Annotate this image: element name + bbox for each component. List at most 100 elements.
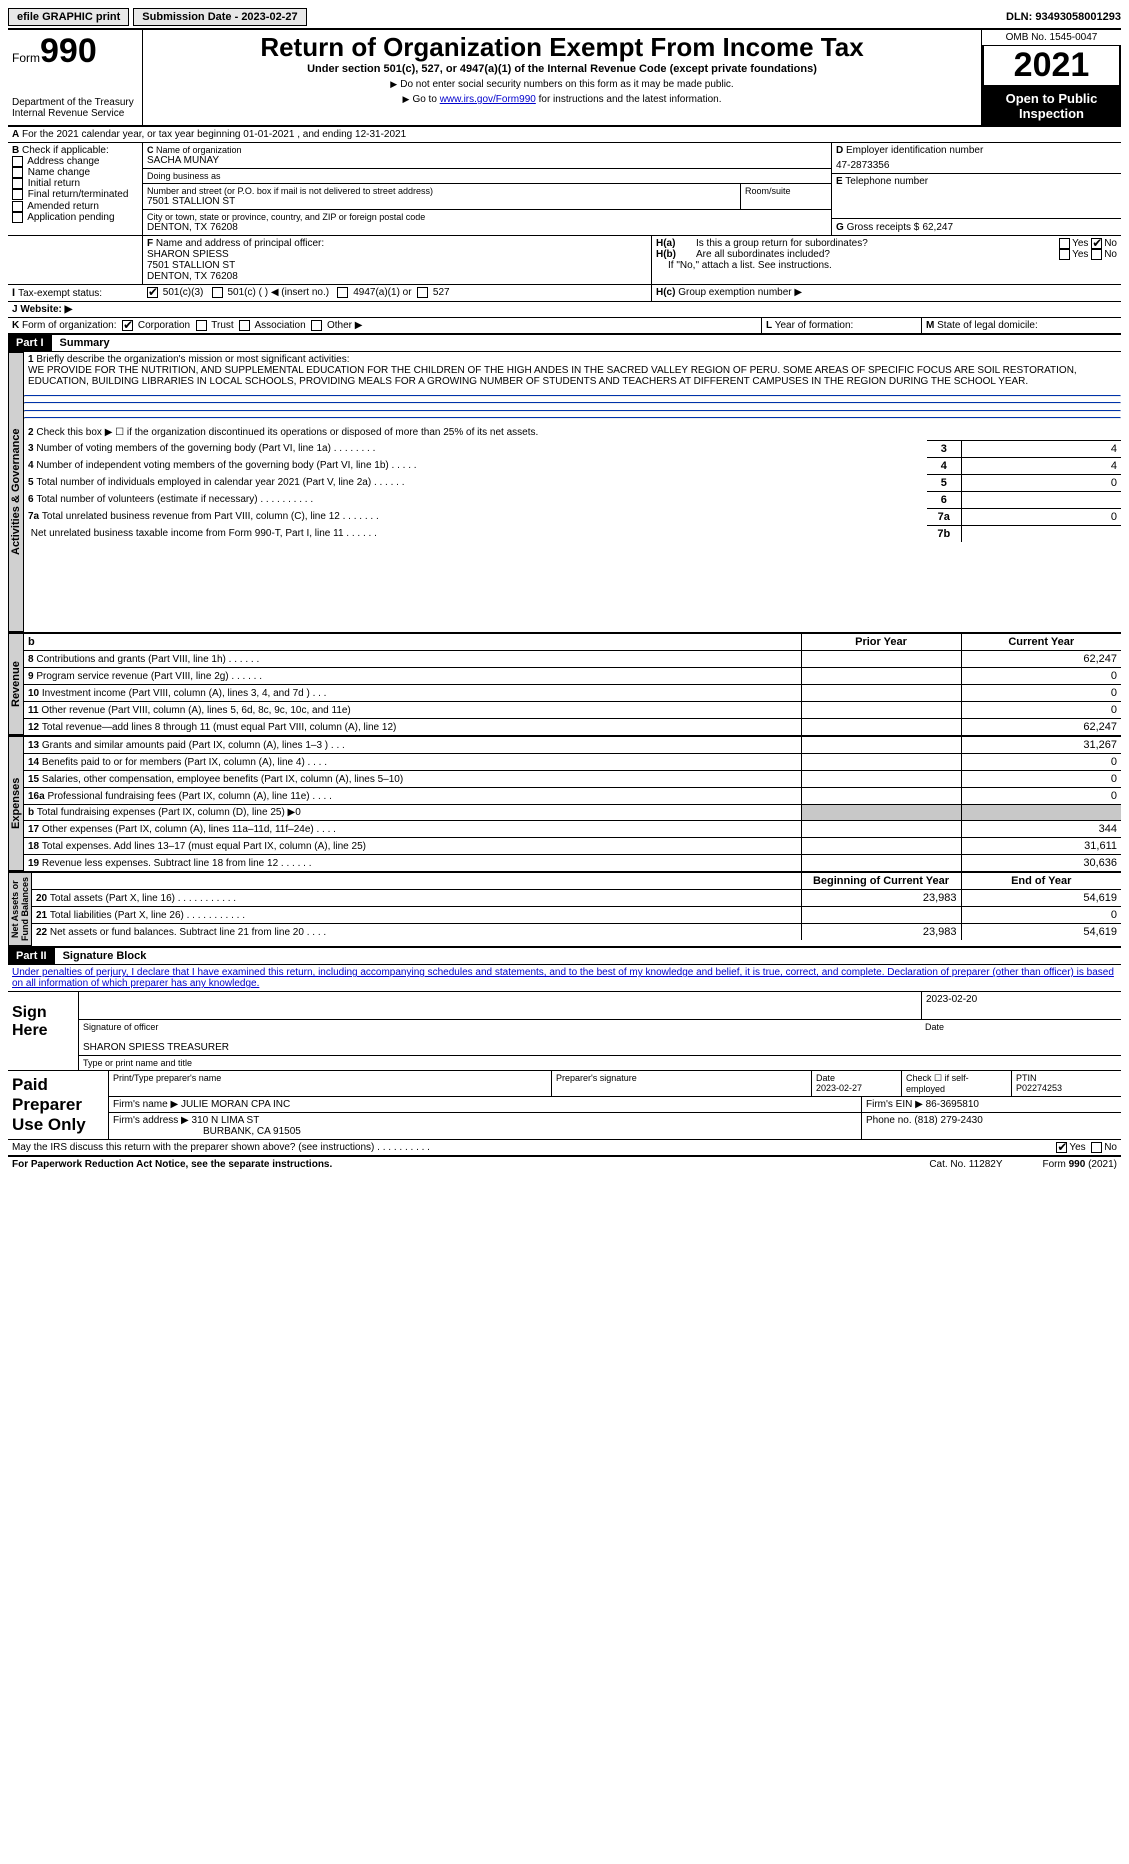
governance-table: 3 Number of voting members of the govern… xyxy=(24,440,1121,542)
part1-header: Part I Summary xyxy=(8,335,1121,351)
no-label-2: No xyxy=(1104,249,1117,260)
label-g: G xyxy=(836,222,844,233)
state-dom-label: State of legal domicile: xyxy=(937,320,1038,331)
label-f: F xyxy=(147,238,153,249)
label-m: M xyxy=(926,320,934,331)
ptin-value: P02274253 xyxy=(1016,1083,1062,1093)
efile-print-button[interactable]: efile GRAPHIC print xyxy=(8,8,129,26)
form-subtitle: Under section 501(c), 527, or 4947(a)(1)… xyxy=(147,63,977,75)
501c3-checkbox[interactable] xyxy=(147,287,158,298)
officer-city: DENTON, TX 76208 xyxy=(147,271,647,282)
form-number: 990 xyxy=(40,32,97,70)
label-hb: H(b) xyxy=(656,249,676,260)
net-assets-row: Net Assets orFund Balances Beginning of … xyxy=(8,871,1121,948)
sign-here-block: Sign Here 2023-02-20 Signature of office… xyxy=(8,991,1121,1070)
b-opt-checkbox[interactable] xyxy=(12,189,23,200)
b-opt-checkbox[interactable] xyxy=(12,212,23,223)
part2-header: Part II Signature Block xyxy=(8,948,1121,964)
tax-year-line: For the 2021 calendar year, or tax year … xyxy=(22,129,406,140)
cat-no: Cat. No. 11282Y xyxy=(929,1159,1002,1170)
ha-no-checkbox[interactable] xyxy=(1091,238,1102,249)
activities-governance-label: Activities & Governance xyxy=(8,352,24,632)
assoc-checkbox[interactable] xyxy=(239,320,250,331)
assoc-label: Association xyxy=(255,320,306,331)
website-label: Website: ▶ xyxy=(20,304,72,315)
irs-link[interactable]: www.irs.gov/Form990 xyxy=(440,94,536,105)
b-opt-checkbox[interactable] xyxy=(12,156,23,167)
type-print-label: Type or print name and title xyxy=(79,1056,1121,1070)
declaration-link[interactable]: Under penalties of perjury, I declare th… xyxy=(12,967,1114,989)
discuss-yes-checkbox[interactable] xyxy=(1056,1142,1067,1153)
discuss-no-checkbox[interactable] xyxy=(1091,1142,1102,1153)
omb-number: OMB No. 1545-0047 xyxy=(982,30,1121,46)
street-label: Number and street (or P.O. box if mail i… xyxy=(147,186,736,196)
website-row: J Website: ▶ xyxy=(8,301,1121,318)
phone-label: Telephone number xyxy=(845,176,928,187)
ha-question: Is this a group return for subordinates? xyxy=(696,238,1059,249)
discuss-yes-label: Yes xyxy=(1069,1142,1085,1153)
mission-text: WE PROVIDE FOR THE NUTRITION, AND SUPPLE… xyxy=(28,365,1077,387)
hc-question: Group exemption number ▶ xyxy=(678,287,802,298)
street-value: 7501 STALLION ST xyxy=(147,196,736,207)
submission-date-button[interactable]: Submission Date - 2023-02-27 xyxy=(133,8,306,26)
firm-addr2: BURBANK, CA 91505 xyxy=(203,1126,301,1137)
firm-ein: 86-3695810 xyxy=(926,1099,979,1110)
gross-receipts-value: 62,247 xyxy=(922,222,953,233)
label-ha: H(a) xyxy=(656,238,675,249)
firm-addr1: 310 N LIMA ST xyxy=(192,1115,260,1126)
prep-date: 2023-02-27 xyxy=(816,1083,862,1093)
label-j: J xyxy=(12,304,18,315)
527-checkbox[interactable] xyxy=(417,287,428,298)
527-label: 527 xyxy=(433,287,450,298)
officer-name: SHARON SPIESS xyxy=(147,249,647,260)
other-label: Other ▶ xyxy=(327,320,362,331)
firm-name: JULIE MORAN CPA INC xyxy=(181,1099,290,1110)
note-goto-pre: Go to xyxy=(403,94,440,105)
firm-name-label: Firm's name ▶ xyxy=(113,1099,178,1110)
note-goto-post: for instructions and the latest informat… xyxy=(536,94,722,105)
corp-label: Corporation xyxy=(138,320,190,331)
part1-body: Activities & Governance 1 Briefly descri… xyxy=(8,351,1121,632)
corp-checkbox[interactable] xyxy=(122,320,133,331)
yes-label-2: Yes xyxy=(1072,249,1088,260)
label-c: C xyxy=(147,145,154,155)
expenses-label: Expenses xyxy=(8,736,24,871)
ha-yes-checkbox[interactable] xyxy=(1059,238,1070,249)
section-a: A For the 2021 calendar year, or tax yea… xyxy=(8,127,1121,143)
tax-year: 2021 xyxy=(982,46,1121,87)
label-k: K xyxy=(12,320,19,331)
form-org-label: Form of organization: xyxy=(22,320,117,331)
tax-exempt-row: I Tax-exempt status: 501(c)(3) 501(c) ( … xyxy=(8,284,1121,301)
prior-year-hdr: Prior Year xyxy=(855,636,907,648)
signature-date: 2023-02-20 xyxy=(921,992,1121,1020)
prep-sig-label: Preparer's signature xyxy=(551,1071,811,1096)
part2-num: Part II xyxy=(8,948,55,964)
firm-ein-label: Firm's EIN ▶ xyxy=(866,1099,923,1110)
501c-checkbox[interactable] xyxy=(212,287,223,298)
paid-preparer-block: Paid Preparer Use Only Print/Type prepar… xyxy=(8,1070,1121,1139)
label-b: B xyxy=(12,145,19,156)
b-opt-checkbox[interactable] xyxy=(12,201,23,212)
date-label: Date xyxy=(921,1020,1121,1034)
dept-label: Department of the Treasury Internal Reve… xyxy=(12,97,138,119)
officer-label: Name and address of principal officer: xyxy=(156,238,324,249)
4947-checkbox[interactable] xyxy=(337,287,348,298)
trust-checkbox[interactable] xyxy=(196,320,207,331)
label-l: L xyxy=(766,320,772,331)
b-opt-checkbox[interactable] xyxy=(12,167,23,178)
form-word: Form xyxy=(12,51,40,65)
discuss-row: May the IRS discuss this return with the… xyxy=(8,1139,1121,1157)
org-name-label: Name of organization xyxy=(156,145,242,155)
k-l-m-row: K Form of organization: Corporation Trus… xyxy=(8,318,1121,335)
note-ssn: Do not enter social security numbers on … xyxy=(390,79,733,90)
form-header: Form990 Department of the Treasury Inter… xyxy=(8,28,1121,127)
other-checkbox[interactable] xyxy=(311,320,322,331)
line2-text: Check this box ▶ ☐ if the organization d… xyxy=(36,427,538,438)
b-opt-checkbox[interactable] xyxy=(12,178,23,189)
hb-question: Are all subordinates included? xyxy=(696,249,1059,260)
open-public-badge: Open to Public Inspection xyxy=(982,87,1121,125)
dba-label: Doing business as xyxy=(147,171,827,181)
sig-officer-label: Signature of officer xyxy=(79,1020,921,1034)
hb-no-checkbox[interactable] xyxy=(1091,249,1102,260)
hb-yes-checkbox[interactable] xyxy=(1059,249,1070,260)
